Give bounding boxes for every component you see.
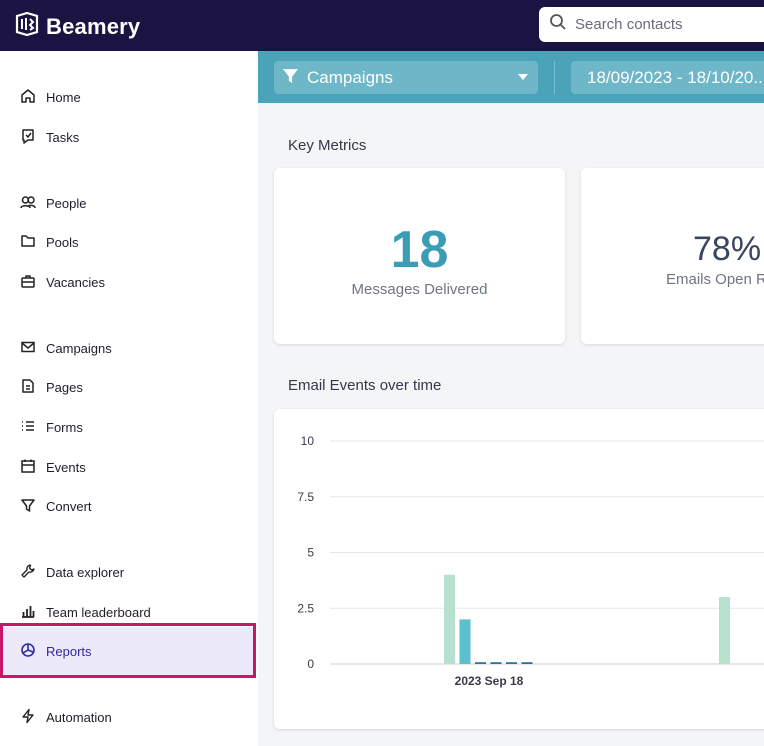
chart-bar: [521, 662, 533, 664]
y-tick-label: 7.5: [297, 490, 314, 504]
selection-highlight: [0, 623, 256, 678]
sidebar-item-events[interactable]: Events: [0, 454, 258, 480]
sidebar-item-label: Forms: [46, 419, 83, 435]
chart-title: Email Events over time: [288, 377, 442, 394]
logo-text: Beamery: [46, 13, 141, 39]
email-events-chart-card: 10 7.5 5 2.5 0 2023 Sep 18: [274, 409, 764, 729]
home-icon: [20, 88, 36, 107]
metric-card-emails-open-rate: 78% Emails Open R: [581, 168, 764, 344]
briefcase-icon: [20, 273, 36, 292]
metric-value: 18: [390, 221, 449, 279]
chart-bar: [719, 597, 730, 664]
search-icon: [549, 13, 567, 36]
people-icon: [20, 194, 36, 213]
bolt-icon: [20, 708, 36, 727]
sidebar-item-team-leaderboard[interactable]: Team leaderboard: [0, 599, 258, 625]
bar-chart-icon: [20, 603, 36, 622]
sidebar-item-campaigns[interactable]: Campaigns: [0, 335, 258, 361]
date-range-picker[interactable]: 18/09/2023 - 18/10/20...: [571, 61, 764, 94]
filter-bar: Campaigns 18/09/2023 - 18/10/20...: [258, 51, 764, 103]
sidebar-item-label: Automation: [46, 709, 112, 725]
sidebar-item-label: Tasks: [46, 129, 80, 145]
campaign-filter-label: Campaigns: [307, 67, 393, 87]
page-icon: [20, 378, 36, 397]
sidebar-item-forms[interactable]: Forms: [0, 414, 258, 440]
pie-chart-icon: [20, 642, 36, 661]
sidebar-item-tasks[interactable]: Tasks: [0, 124, 258, 150]
search-box[interactable]: Search contacts: [539, 7, 764, 42]
email-events-chart: 10 7.5 5 2.5 0 2023 Sep 18: [297, 434, 764, 688]
main-content: Campaigns 18/09/2023 - 18/10/20... Key M…: [258, 51, 764, 746]
chart-bar: [444, 574, 455, 664]
folder-icon: [20, 233, 36, 252]
sidebar-item-label: Pages: [46, 379, 83, 395]
sidebar-item-label: Reports: [46, 643, 92, 659]
mail-icon: [20, 339, 36, 358]
y-tick-label: 0: [307, 657, 314, 671]
sidebar-item-label: Vacancies: [46, 274, 106, 290]
y-tick-label: 5: [307, 546, 314, 560]
wrench-icon: [20, 563, 36, 582]
filter-divider: [554, 61, 555, 94]
metric-label: Emails Open R: [666, 271, 764, 288]
sidebar-item-label: Campaigns: [46, 340, 112, 356]
top-bar: Beamery Search contacts: [0, 0, 764, 51]
filter-icon: [282, 67, 299, 89]
sidebar-item-label: Events: [46, 459, 86, 475]
campaign-filter-select[interactable]: Campaigns: [274, 61, 538, 94]
key-metrics-title: Key Metrics: [288, 137, 367, 154]
metric-card-messages-delivered: 18 Messages Delivered: [274, 168, 565, 344]
sidebar: Home Tasks People Pools Vacancies Campai…: [0, 51, 258, 746]
sidebar-item-convert[interactable]: Convert: [0, 493, 258, 519]
sidebar-item-label: Data explorer: [46, 564, 125, 580]
x-tick-label: 2023 Sep 18: [455, 674, 524, 688]
sidebar-item-people[interactable]: People: [0, 190, 258, 216]
y-tick-label: 2.5: [297, 601, 314, 615]
chart-bar: [475, 662, 486, 664]
sidebar-item-vacancies[interactable]: Vacancies: [0, 269, 258, 295]
sidebar-item-reports[interactable]: Reports: [3, 627, 253, 675]
calendar-icon: [20, 458, 36, 477]
sidebar-item-pools[interactable]: Pools: [0, 229, 258, 255]
sidebar-item-label: People: [46, 195, 87, 211]
sidebar-item-label: Pools: [46, 234, 79, 250]
chevron-down-icon: [518, 74, 528, 80]
sidebar-item-label: Team leaderboard: [46, 604, 151, 620]
chart-bar: [506, 662, 517, 664]
sidebar-item-label: Convert: [46, 498, 92, 514]
list-icon: [20, 418, 36, 437]
beamery-logo-icon: [14, 11, 40, 42]
metric-label: Messages Delivered: [351, 281, 488, 298]
filter-icon: [20, 497, 36, 516]
chart-bar: [459, 619, 471, 664]
metric-value: 78%: [693, 230, 762, 268]
chart-bar: [490, 662, 502, 664]
sidebar-item-home[interactable]: Home: [0, 84, 258, 110]
logo[interactable]: Beamery: [14, 11, 140, 42]
sidebar-item-label: Home: [46, 89, 81, 105]
y-tick-label: 10: [301, 434, 315, 448]
sidebar-item-automation[interactable]: Automation: [0, 704, 258, 730]
tasks-icon: [20, 128, 36, 147]
sidebar-item-pages[interactable]: Pages: [0, 374, 258, 400]
search-input[interactable]: Search contacts: [575, 16, 683, 33]
sidebar-item-data-explorer[interactable]: Data explorer: [0, 559, 258, 585]
